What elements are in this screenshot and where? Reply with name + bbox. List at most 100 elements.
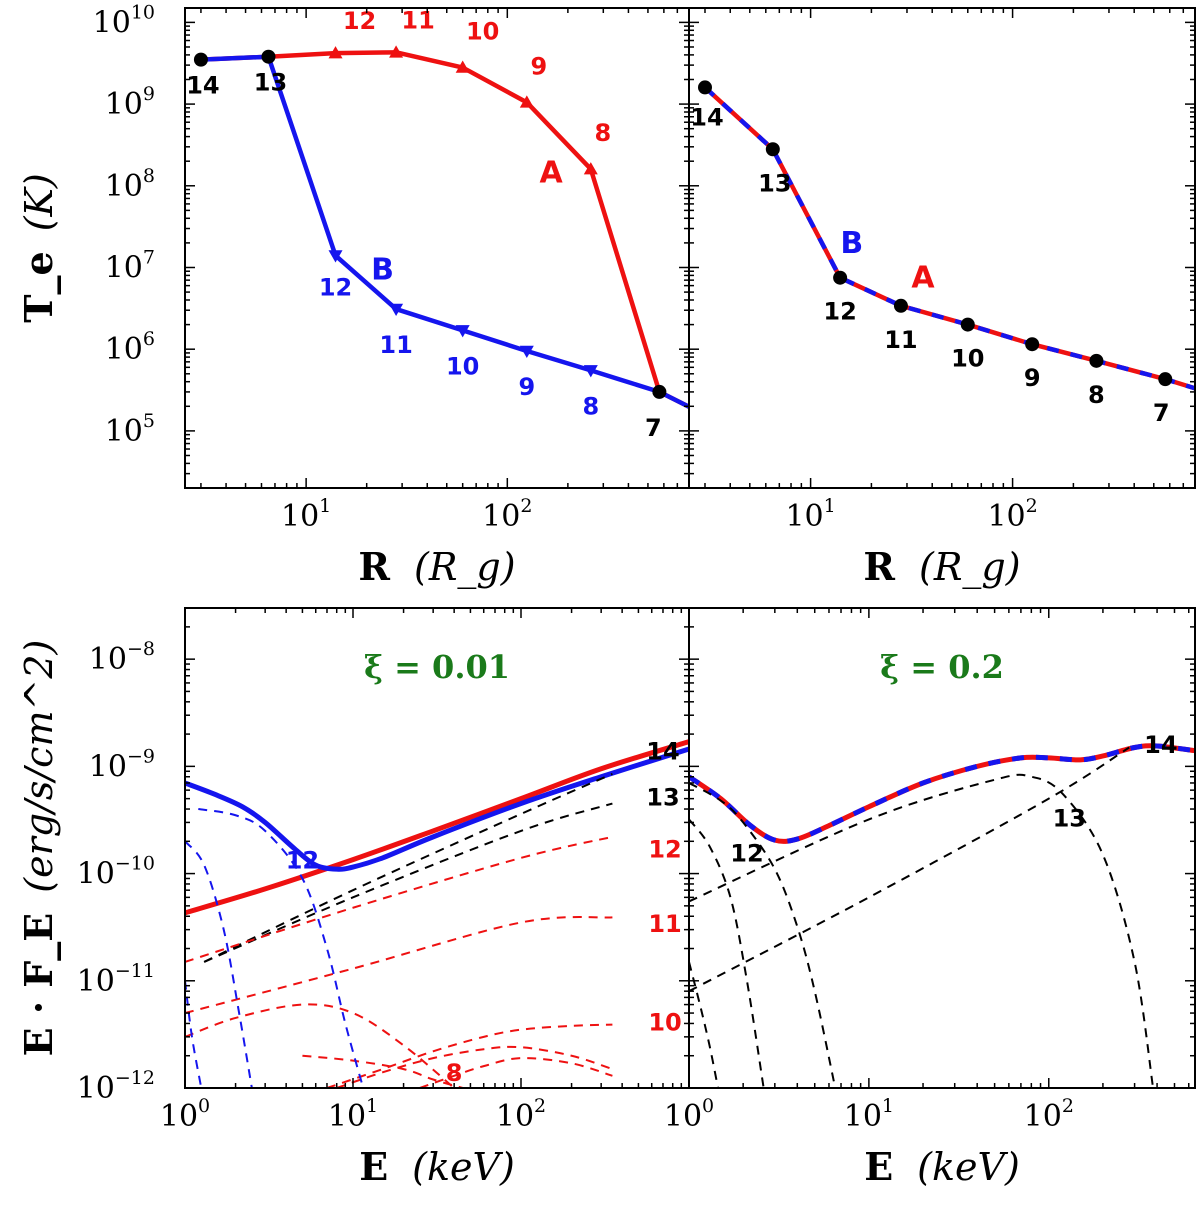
- data-point-marker: [328, 250, 343, 263]
- series-line: [689, 773, 1155, 1088]
- y-tick-label: 108: [105, 165, 155, 204]
- x-axis-label-unit: (R_g): [414, 545, 516, 590]
- data-point-marker: [1089, 353, 1104, 368]
- series-line: [203, 802, 613, 963]
- x-axis-label-symbol: R: [863, 544, 895, 589]
- point-label: 7: [1153, 399, 1170, 427]
- data-point-marker: [519, 345, 534, 359]
- point-label: 12: [319, 274, 352, 302]
- tick-exponent: 1: [824, 495, 836, 517]
- series-line: [203, 773, 613, 963]
- series-line: [689, 782, 837, 1088]
- tick-base: 10: [664, 1099, 702, 1134]
- point-label: 8: [1088, 381, 1105, 409]
- data-point-marker: [1025, 337, 1040, 352]
- curve-label: B: [371, 253, 394, 288]
- tick-base: 10: [105, 169, 143, 204]
- data-point-marker: [455, 60, 470, 73]
- x-axis-label-unit: (R_g): [919, 545, 1021, 590]
- y-tick-label: 105: [105, 410, 155, 449]
- tick-base: 10: [105, 414, 143, 449]
- y-tick-label: 10−10: [77, 853, 155, 892]
- x-axis-label-symbol: R: [358, 544, 390, 589]
- y-tick-label: 10−11: [77, 960, 155, 999]
- tick-exponent: 9: [143, 83, 155, 105]
- series-line: [185, 840, 253, 1088]
- plot-frame: [688, 607, 1196, 1089]
- curve-label: 14: [1144, 731, 1177, 759]
- plot-area: [193, 45, 689, 410]
- tick-base: 10: [328, 1099, 366, 1134]
- tick-exponent: 2: [520, 495, 532, 517]
- data-point-marker: [261, 49, 276, 64]
- tick-base: 10: [987, 499, 1025, 534]
- tick-exponent: 8: [143, 165, 155, 187]
- y-axis-label: T_e (K): [16, 173, 61, 323]
- tick-base: 10: [93, 5, 131, 40]
- x-axis-label: R (R_g): [358, 544, 515, 590]
- x-axis-label-unit: (keV): [917, 1145, 1020, 1189]
- point-label: 10: [466, 18, 499, 46]
- tick-base: 10: [77, 857, 115, 892]
- y-axis-label-unit: (erg/s/cm^2): [17, 640, 61, 893]
- point-label: 14: [186, 72, 219, 100]
- series-line: [326, 1023, 613, 1088]
- data-point-marker: [193, 52, 208, 67]
- x-axis-label: R (R_g): [863, 544, 1020, 590]
- point-label: 12: [823, 298, 856, 326]
- series-line: [185, 1003, 455, 1088]
- data-point-marker: [697, 80, 712, 95]
- tick-exponent: 5: [143, 410, 155, 432]
- data-point-marker: [583, 162, 598, 175]
- tick-base: 10: [89, 642, 127, 677]
- curve-label: B: [840, 226, 863, 261]
- tick-exponent: −10: [115, 853, 155, 875]
- tick-exponent: 1: [366, 1095, 378, 1117]
- point-label: 14: [690, 103, 723, 131]
- tick-base: 10: [105, 332, 143, 367]
- curve-label: A: [539, 155, 563, 190]
- tick-exponent: 10: [131, 1, 155, 23]
- point-label: 10: [951, 345, 984, 373]
- annotation-xi: ξ = 0.01: [364, 648, 510, 686]
- tick-exponent: −8: [127, 638, 155, 660]
- x-tick-label: 102: [496, 1095, 546, 1134]
- x-tick-label: 102: [987, 495, 1037, 534]
- tick-base: 10: [77, 964, 115, 999]
- tick-exponent: −11: [115, 960, 155, 982]
- tick-base: 10: [1024, 1099, 1062, 1134]
- tick-exponent: 6: [143, 328, 155, 350]
- tick-exponent: 2: [1026, 495, 1038, 517]
- series-line: [336, 1045, 613, 1088]
- tick-exponent: 1: [319, 495, 331, 517]
- tick-base: 10: [89, 749, 127, 784]
- tick-exponent: 0: [198, 1095, 210, 1117]
- x-axis-label-unit: (keV): [412, 1145, 515, 1189]
- curve-label: 12: [730, 840, 763, 868]
- tick-base: 10: [105, 250, 143, 285]
- point-label: 9: [518, 373, 535, 401]
- data-point-marker: [583, 365, 598, 378]
- y-tick-label: 10−12: [77, 1067, 155, 1106]
- y-tick-label: 109: [105, 83, 155, 122]
- point-label: 7: [645, 414, 662, 442]
- data-point-marker: [389, 45, 404, 58]
- tick-base: 10: [281, 499, 319, 534]
- data-point-marker: [1158, 372, 1173, 387]
- tick-exponent: 2: [534, 1095, 546, 1117]
- point-label: 9: [1024, 364, 1041, 392]
- series-line: [419, 1057, 613, 1088]
- y-tick-label: 106: [105, 328, 155, 367]
- y-axis-label-symbol: T_e: [16, 251, 61, 322]
- point-label: 9: [530, 52, 547, 80]
- point-label: 11: [401, 6, 434, 34]
- tick-base: 10: [785, 499, 823, 534]
- curve-label: 10: [648, 1008, 681, 1036]
- series-line: [185, 980, 203, 1088]
- point-label: 13: [254, 69, 287, 97]
- curve-label: A: [911, 261, 935, 296]
- x-tick-label: 101: [844, 1095, 894, 1134]
